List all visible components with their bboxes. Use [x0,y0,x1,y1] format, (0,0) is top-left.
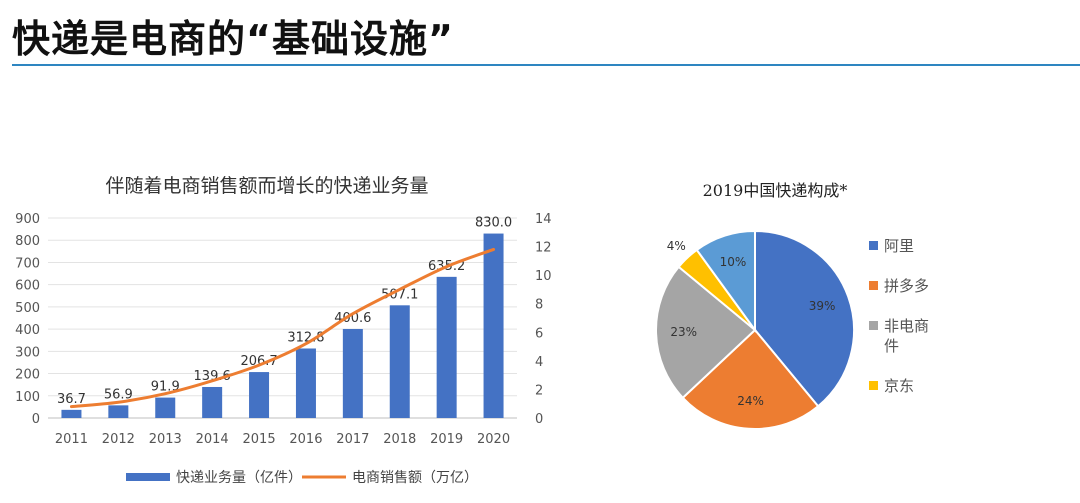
right-tick-label: 0 [535,412,543,427]
right-tick-label: 12 [535,241,552,256]
left-tick-label: 300 [15,345,40,360]
left-tick-label: 700 [15,256,40,271]
pie-slice-label: 39% [809,299,836,313]
bar-value-label: 400.6 [334,311,371,326]
x-tick-label: 2015 [243,432,276,447]
bar-value-label: 830.0 [475,216,512,231]
combo-chart-title: 伴随着电商销售额而增长的快递业务量 [105,175,428,197]
x-tick-label: 2016 [289,432,322,447]
bar-value-label: 56.9 [104,387,133,402]
bar [202,386,223,418]
title-divider [12,64,1080,66]
bar [342,328,363,418]
pie-slice-label: 24% [737,394,764,408]
bar-value-label: 312.8 [287,330,324,345]
bar [61,409,82,418]
legend-line-label: 电商销售额（万亿） [352,470,478,486]
sales-line [69,247,496,409]
bar-value-label: 36.7 [57,392,86,407]
x-tick-label: 2012 [102,432,135,447]
pie-slice-label: 23% [670,325,697,339]
pie-legend-swatch [869,321,878,330]
bar [436,276,457,418]
pie-chart-title: 2019中国快递构成* [703,181,848,200]
pie-legend-label: 京东 [884,377,914,395]
left-tick-label: 500 [15,301,40,316]
pie-slice [681,328,820,430]
bar [108,405,129,418]
x-tick-label: 2017 [336,432,369,447]
pie-slice-label: 10% [720,255,747,269]
pie-legend-swatch [869,381,878,390]
bar-value-label: 507.1 [381,287,418,302]
pie-slice [695,229,756,334]
x-tick-label: 2014 [196,432,229,447]
bar [295,348,316,418]
left-axis-ticks: 0 100 200 300 400 500 600 700 800 900 [15,212,40,427]
right-tick-label: 6 [535,326,543,341]
pie-legend-label: 阿里 [884,237,914,255]
left-tick-label: 400 [15,323,40,338]
x-tick-label: 2011 [55,432,88,447]
pie-legend-label: 件 [884,337,899,355]
bar-series [61,233,504,418]
left-tick-label: 900 [15,212,40,227]
pie-slice [754,229,855,408]
left-tick-label: 600 [15,279,40,294]
x-tick-label: 2019 [430,432,463,447]
bar [483,233,504,418]
bar-value-label: 139.6 [194,369,231,384]
pie-legend-swatch [869,241,878,250]
x-tick-label: 2013 [149,432,182,447]
x-axis-ticks: 2011 2012 2013 2014 2015 2016 2017 2018 2019 2020 [55,432,510,447]
right-tick-label: 10 [535,269,552,284]
pie-slice-labels: 39% 24% 23% 4% 10% [667,239,836,408]
left-tick-label: 800 [15,234,40,249]
combo-legend: 快递业务量（亿件） 电商销售额（万亿） [126,470,478,486]
bar [249,372,270,418]
pie-slice [655,265,757,400]
bar-value-label: 206.7 [240,354,277,369]
left-tick-label: 100 [15,390,40,405]
bar [155,397,176,418]
pie-slice-label: 4% [667,239,686,253]
slide-title: 快递是电商的“基础设施” [12,17,454,61]
right-tick-label: 14 [535,212,552,227]
pie-legend-label: 拼多多 [884,277,929,295]
x-tick-label: 2020 [477,432,510,447]
right-tick-label: 4 [535,355,543,370]
left-tick-label: 0 [32,412,40,427]
right-tick-label: 8 [535,298,543,313]
right-tick-label: 2 [535,383,543,398]
x-tick-label: 2018 [383,432,416,447]
combo-chart: 伴随着电商销售额而增长的快递业务量 0100200300400500600700… [15,175,551,486]
legend-bar-swatch [126,473,170,481]
pie-legend-swatch [869,281,878,290]
pie-legend-label: 非电商 [884,317,929,335]
pie-slices [655,229,855,430]
right-axis-ticks: 0 2 4 6 8 10 12 14 [535,212,552,427]
bar [389,305,410,418]
left-tick-label: 200 [15,368,40,383]
legend-bar-label: 快递业务量（亿件） [176,470,302,486]
